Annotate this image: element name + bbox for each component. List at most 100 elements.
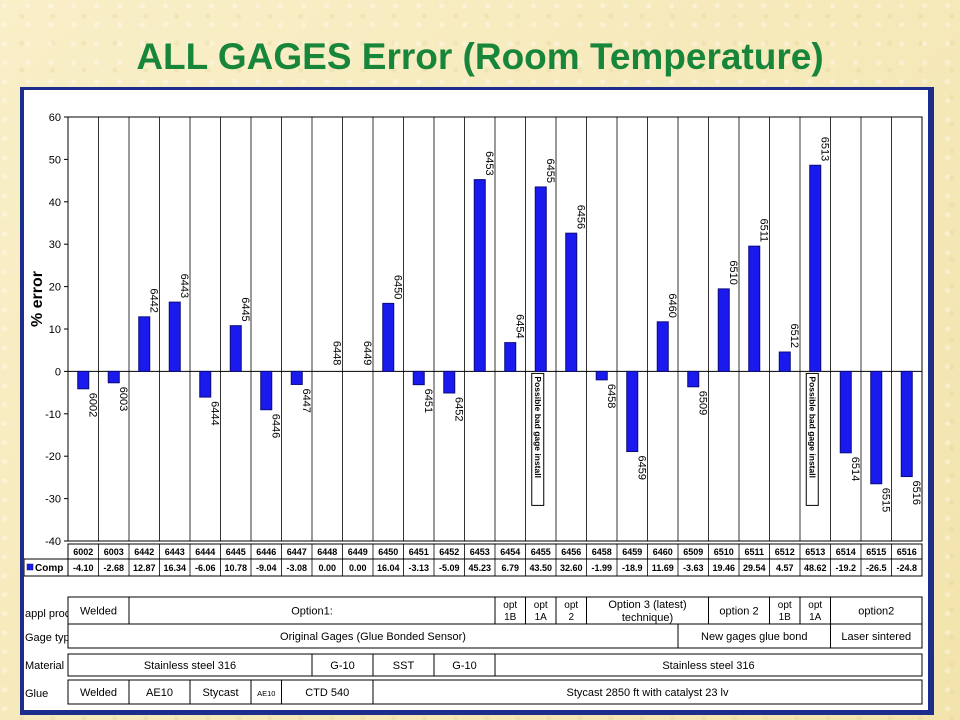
data-table-category-6460: 6460 (653, 547, 673, 557)
data-table-value-6445: 10.78 (224, 563, 247, 573)
data-table-value-6458: -1.99 (591, 563, 612, 573)
bar-label-6447: 6447 (300, 388, 312, 412)
bar-label-6452: 6452 (452, 397, 464, 421)
data-table-value-6449: 0.00 (349, 563, 367, 573)
info-cell-text: 1A (809, 612, 822, 623)
bar-label-6509: 6509 (696, 391, 708, 415)
data-table-value-6003: -2.68 (103, 563, 124, 573)
bar-label-6449: 6449 (361, 341, 373, 365)
data-table-category-6448: 6448 (317, 547, 337, 557)
data-table-category-6446: 6446 (256, 547, 276, 557)
data-table-value-6447: -3.08 (286, 563, 307, 573)
data-table-category-6003: 6003 (104, 547, 124, 557)
bar-label-6003: 6003 (117, 387, 129, 411)
y-tick-label: 60 (49, 112, 61, 124)
data-table-value-6455: 43.50 (529, 563, 552, 573)
info-row-label: appl proc. (25, 608, 73, 620)
data-table-category-6452: 6452 (439, 547, 459, 557)
data-table-value-6511: 29.54 (743, 563, 766, 573)
data-table-value-6002: -4.10 (73, 563, 94, 573)
bar-6456 (565, 232, 578, 372)
info-row-label: Gage type (25, 632, 76, 644)
y-tick-label: 10 (49, 324, 61, 336)
data-table-category-6458: 6458 (592, 547, 612, 557)
y-tick-label: 30 (49, 239, 61, 251)
data-table-value-6516: -24.8 (896, 563, 917, 573)
chart-panel: -40 -30 -20 -10 0 10 20 30 40 50 60 % error 6002 6003… (24, 90, 928, 710)
bar-6509 (687, 370, 700, 388)
bar-6446 (260, 370, 273, 411)
data-table-category-6447: 6447 (287, 547, 307, 557)
info-cell (830, 623, 923, 649)
bar-label-6459: 6459 (635, 456, 647, 480)
info-cell-text: Option 3 (latest) (608, 599, 686, 611)
info-cell-text: opt (503, 600, 517, 611)
bar-6002 (77, 370, 90, 390)
info-cell (525, 596, 557, 625)
info-cell (128, 596, 496, 625)
info-cell-text: AE10 (257, 689, 275, 698)
data-table-category-6512: 6512 (775, 547, 795, 557)
info-cell (372, 679, 923, 705)
info-cell-text: Welded (80, 687, 117, 699)
info-cell-text: option 2 (719, 606, 758, 618)
info-cell (128, 679, 191, 705)
y-axis-label: % error (29, 271, 46, 327)
data-table-category-6511: 6511 (744, 547, 764, 557)
data-table-category-6454: 6454 (500, 547, 520, 557)
info-cell (250, 679, 282, 705)
info-cell-text: option2 (858, 606, 894, 618)
bar-label-6455: 6455 (544, 158, 556, 182)
legend-label-comp: Comp (35, 563, 63, 574)
bar-6514 (839, 370, 852, 454)
data-table-category-6453: 6453 (470, 547, 490, 557)
bar-label-6456: 6456 (574, 205, 586, 229)
info-cell-text: Original Gages (Glue Bonded Sensor) (280, 631, 466, 643)
info-cell-text: CTD 540 (305, 687, 349, 699)
error-bar-chart: -40 -30 -20 -10 0 10 20 30 40 50 60 % error 6002 6003… (24, 112, 923, 705)
data-table-category-6516: 6516 (897, 547, 917, 557)
bar-label-6446: 6446 (269, 414, 281, 438)
info-cell-text: 1B (779, 612, 792, 623)
info-cell-text: technique) (622, 612, 673, 624)
bar-label-6444: 6444 (208, 401, 220, 425)
data-table-value-6444: -6.06 (195, 563, 216, 573)
bar-6452 (443, 370, 456, 394)
y-tick-label: 20 (49, 282, 61, 294)
bar-label-6451: 6451 (422, 389, 434, 413)
bar-label-6514: 6514 (849, 457, 861, 481)
info-cell-text: 2 (568, 612, 574, 623)
data-table-category-6002: 6002 (73, 547, 93, 557)
data-table-category-6513: 6513 (805, 547, 825, 557)
bar-6442 (138, 316, 151, 372)
data-table-category-6450: 6450 (378, 547, 398, 557)
info-cell-text: 1A (535, 612, 548, 623)
bar-label-6445: 6445 (239, 297, 251, 321)
bar-6451 (412, 370, 425, 386)
info-cell-text: opt (778, 600, 792, 611)
annotation-text: Possible bad gage install (807, 376, 817, 478)
info-cell (586, 596, 709, 625)
data-table-value-6509: -3.63 (683, 563, 704, 573)
bar-6516 (900, 370, 913, 478)
data-table-category-6449: 6449 (348, 547, 368, 557)
info-cell-text: opt (808, 600, 822, 611)
info-cell-text: Welded (80, 606, 117, 618)
y-tick-label: -40 (45, 536, 61, 548)
data-table-category-6444: 6444 (195, 547, 215, 557)
bar-label-6516: 6516 (910, 481, 922, 505)
data-table-value-6448: 0.00 (318, 563, 336, 573)
info-cell (67, 679, 130, 705)
data-table-value-6453: 45.23 (468, 563, 491, 573)
y-tick-label: -30 (45, 494, 61, 506)
y-tick-label: -10 (45, 409, 61, 421)
bar-6460 (656, 321, 669, 372)
data-table-category-6510: 6510 (714, 547, 734, 557)
bar-6511 (748, 245, 761, 372)
info-cell (67, 623, 679, 649)
data-table-value-6454: 6.79 (501, 563, 519, 573)
bar-label-6002: 6002 (86, 393, 98, 417)
info-cell-text: Stycast (202, 687, 238, 699)
info-cell-text: G-10 (330, 660, 354, 672)
info-cell-text: opt (564, 600, 578, 611)
